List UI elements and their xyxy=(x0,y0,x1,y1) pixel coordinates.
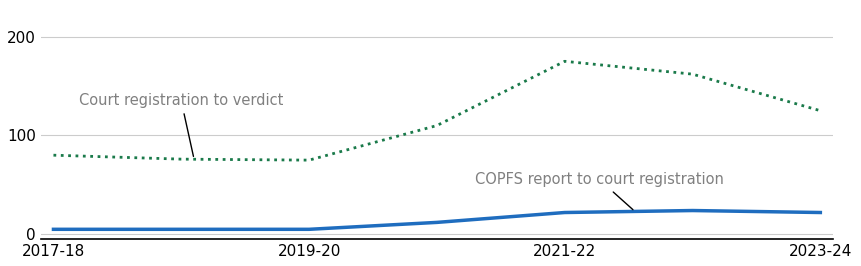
Text: COPFS report to court registration: COPFS report to court registration xyxy=(475,172,724,210)
Text: Court registration to verdict: Court registration to verdict xyxy=(79,93,283,156)
